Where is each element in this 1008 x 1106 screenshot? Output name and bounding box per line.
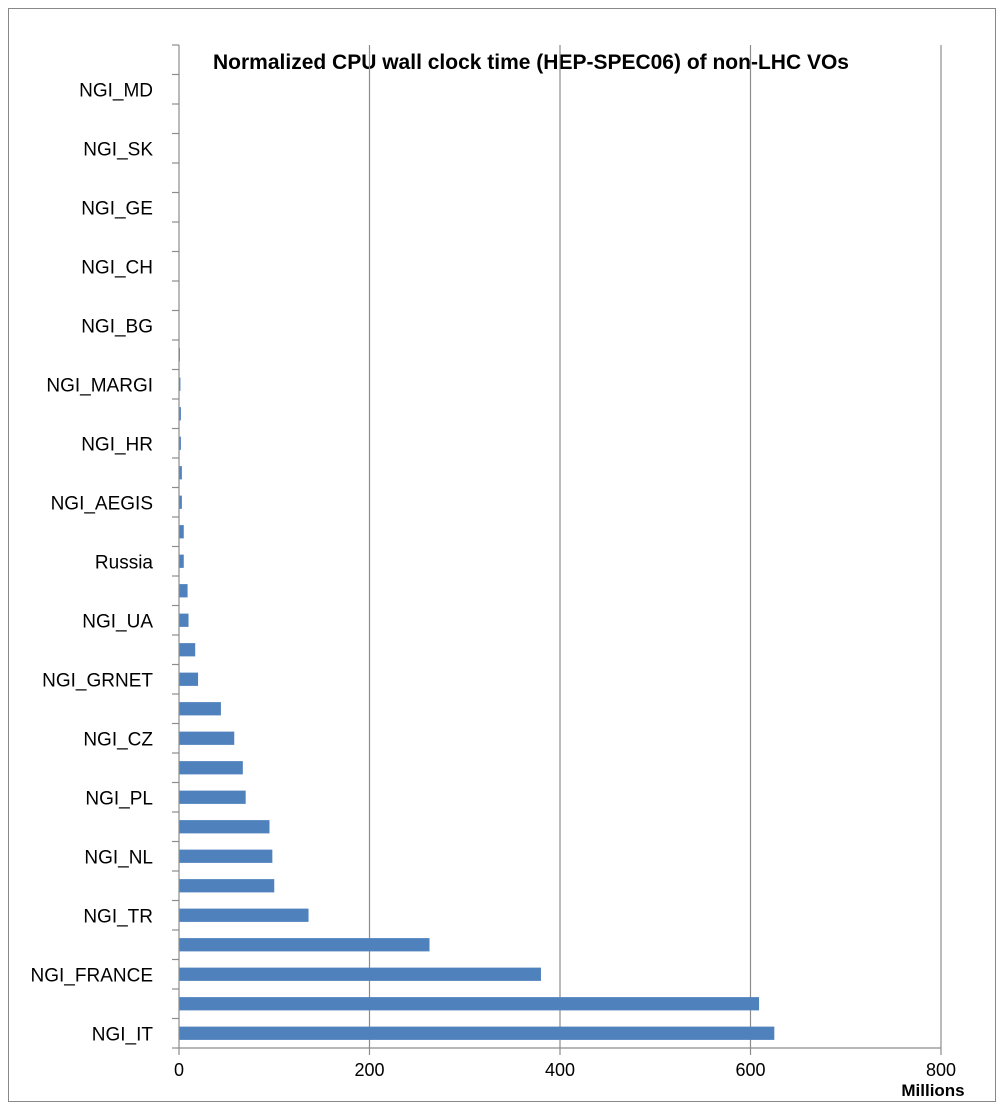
y-category-label: NGI_FRANCE [31, 965, 153, 986]
x-tick-label: 0 [174, 1060, 184, 1080]
bar [179, 613, 189, 627]
y-category-label: NGI_UA [82, 611, 153, 632]
bar [179, 584, 188, 598]
chart-frame: Normalized CPU wall clock time (HEP-SPEC… [8, 8, 996, 1102]
y-category-label: NGI_MD [79, 80, 153, 101]
x-axis-label: Millions [901, 1081, 964, 1100]
bar [179, 761, 243, 775]
bar [179, 495, 182, 509]
bar [179, 820, 270, 834]
y-category-label: NGI_CH [81, 257, 153, 278]
chart-title: Normalized CPU wall clock time (HEP-SPEC… [213, 51, 849, 74]
x-tick-label: 600 [735, 1060, 765, 1080]
x-tick-label: 800 [926, 1060, 956, 1080]
bar [179, 672, 199, 686]
y-category-label: NGI_HR [81, 434, 153, 455]
bar [179, 643, 196, 657]
y-category-label: NGI_AEGIS [51, 493, 153, 514]
y-category-label: NGI_PL [85, 788, 153, 809]
y-category-label: NGI_NL [84, 847, 153, 868]
bar [179, 967, 541, 981]
y-category-label: NGI_TR [83, 906, 153, 927]
bar [179, 938, 430, 952]
bar [179, 908, 309, 922]
bar-chart: Normalized CPU wall clock time (HEP-SPEC… [31, 44, 965, 1100]
y-category-label: NGI_IT [92, 1024, 154, 1045]
y-category-label: NGI_GRNET [42, 670, 153, 691]
bar [179, 702, 221, 716]
bar [179, 731, 235, 745]
bar [179, 525, 184, 539]
x-tick-label: 400 [545, 1060, 575, 1080]
bar [179, 849, 273, 863]
bar [179, 466, 182, 480]
x-tick-label: 200 [354, 1060, 384, 1080]
bar [179, 554, 184, 568]
bar [179, 1026, 775, 1040]
y-category-label: NGI_BG [81, 316, 153, 337]
y-category-label: NGI_SK [83, 139, 153, 160]
bar [179, 436, 181, 450]
y-category-label: Russia [95, 552, 154, 573]
bar [179, 407, 181, 421]
bar [179, 790, 246, 804]
bar [179, 377, 181, 391]
y-category-label: NGI_GE [81, 198, 153, 219]
y-category-label: NGI_CZ [83, 729, 153, 750]
bar [179, 997, 760, 1011]
bar [179, 879, 275, 893]
y-category-label: NGI_MARGI [46, 375, 153, 396]
